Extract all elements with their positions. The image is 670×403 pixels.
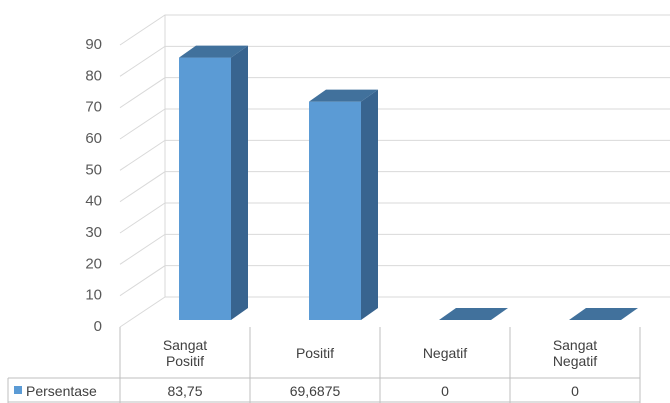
y-tick-label: 30	[85, 224, 102, 241]
legend-label: Persentase	[26, 382, 97, 399]
y-tick-label: 70	[85, 99, 102, 116]
y-tick-label: 80	[85, 67, 102, 84]
grid-line	[119, 265, 670, 297]
bar	[309, 89, 378, 320]
bar	[439, 308, 508, 320]
x-tick-label: Sangat Positif	[162, 336, 208, 369]
grid-line	[119, 14, 670, 46]
y-tick-label: 0	[94, 318, 102, 335]
bar	[179, 45, 248, 320]
bar-top	[309, 89, 378, 102]
x-tick-label: Sangat Negatif	[552, 336, 598, 369]
bar-top	[439, 308, 508, 320]
grid-line	[119, 233, 670, 265]
y-tick-label: 50	[85, 161, 102, 178]
data-label: 69,6875	[289, 382, 341, 399]
legend-swatch	[14, 386, 22, 394]
grid-line	[119, 45, 670, 77]
x-tick-label: Positif	[295, 344, 335, 361]
bar-top	[179, 45, 248, 58]
bar-side	[361, 89, 378, 320]
bar-side	[231, 45, 248, 320]
bar	[569, 308, 638, 320]
grid-line	[119, 171, 670, 203]
data-label: 83,75	[167, 382, 203, 399]
bar-top	[569, 308, 638, 320]
x-tick-label: Negatif	[422, 344, 468, 361]
data-label: 0	[441, 382, 449, 399]
grid-line	[119, 77, 670, 109]
y-tick-label: 60	[85, 130, 102, 147]
grid-line	[119, 296, 670, 328]
y-tick-label: 20	[85, 255, 102, 272]
y-tick-label: 40	[85, 193, 102, 210]
grid-line	[119, 202, 670, 234]
grid-line	[119, 108, 670, 140]
bar-front	[309, 101, 361, 320]
y-tick-label: 10	[85, 287, 102, 304]
bar-front	[179, 57, 231, 320]
grid-line	[119, 139, 670, 171]
data-label: 0	[571, 382, 579, 399]
y-tick-label: 90	[85, 36, 102, 53]
